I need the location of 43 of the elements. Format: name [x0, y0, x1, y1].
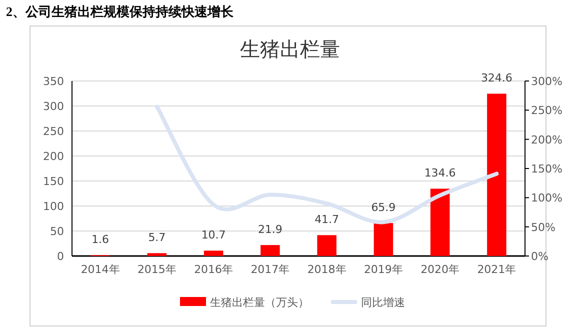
y2-tick-label: 150%	[531, 162, 562, 176]
data-label: 10.7	[201, 228, 226, 242]
y-tick-label: 250	[43, 125, 64, 138]
bar	[147, 253, 167, 256]
bar	[487, 94, 506, 256]
y2-tick-label: 0%	[531, 250, 548, 263]
x-tick-label: 2018年	[307, 263, 346, 276]
x-tick-label: 2020年	[420, 263, 460, 276]
y2-tick-label: 100%	[531, 192, 562, 205]
legend-label: 生猪出栏量（万头）	[210, 296, 309, 309]
data-label: 65.9	[371, 201, 396, 214]
y-tick-label: 350	[43, 75, 64, 88]
y-tick-label: 50	[50, 225, 64, 238]
y2-tick-label: 250%	[531, 104, 562, 118]
x-tick-label: 2021年	[477, 263, 516, 276]
data-label: 134.6	[424, 166, 456, 180]
y-tick-label: 0	[57, 250, 64, 263]
data-label: 324.6	[480, 72, 512, 85]
bar	[204, 250, 224, 256]
text: 2、公司生猪出栏规模保持持续快速增长	[6, 4, 234, 19]
bar	[317, 235, 336, 256]
y-tick-label: 150	[43, 175, 64, 188]
y2-tick-label: 300%	[531, 75, 562, 88]
x-tick-label: 2015年	[137, 263, 176, 276]
bar	[374, 223, 394, 256]
line-series	[154, 104, 499, 224]
bar	[260, 245, 280, 256]
x-tick-label: 2017年	[250, 263, 290, 276]
x-tick-label: 2016年	[194, 263, 234, 276]
y-tick-label: 300	[43, 100, 64, 113]
y2-tick-label: 200%	[531, 133, 562, 146]
x-tick-label: 2014年	[80, 263, 120, 276]
y-tick-label: 100	[43, 200, 64, 213]
data-label: 21.9	[258, 223, 282, 236]
data-label: 41.7	[314, 213, 340, 226]
x-tick-label: 2019年	[364, 263, 403, 276]
bar	[430, 188, 450, 256]
legend-label: 同比增速	[361, 296, 405, 309]
y2-tick-label: 50%	[531, 220, 556, 234]
chart-title: 生猪出栏量	[240, 37, 340, 61]
y-tick-label: 200	[43, 150, 64, 163]
data-label: 1.6	[92, 233, 110, 246]
data-label: 5.7	[148, 231, 166, 244]
